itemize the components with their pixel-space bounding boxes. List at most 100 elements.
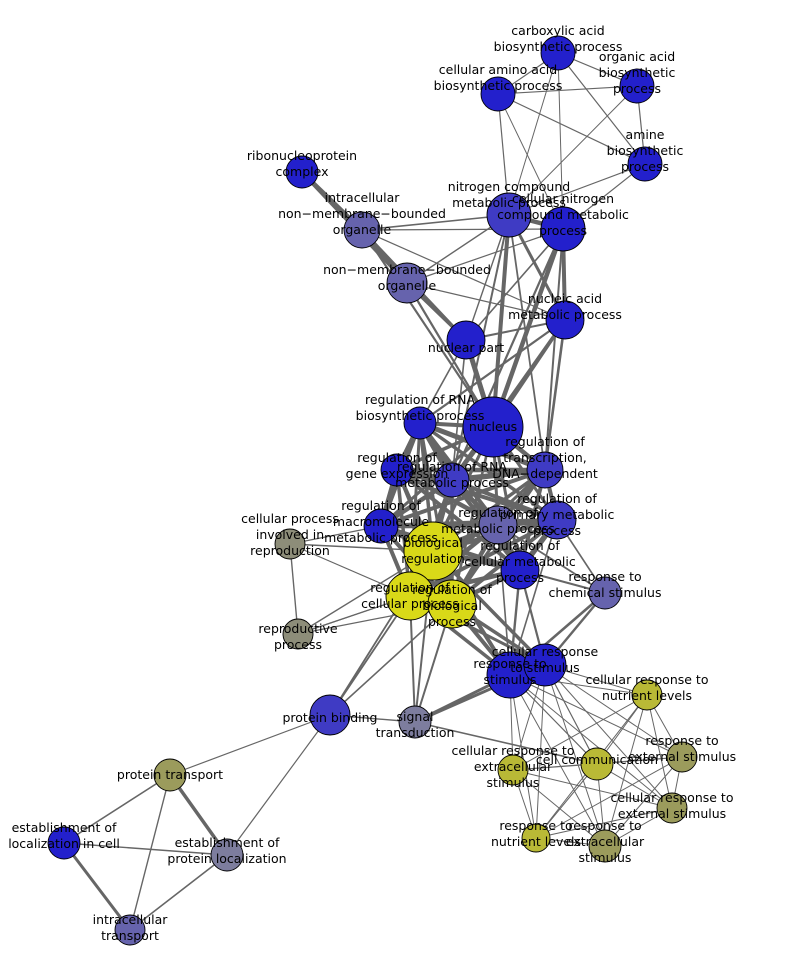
graph-edge [543, 318, 567, 472]
graph-node[interactable]: cellular amino acid biosynthetic process [480, 76, 516, 112]
graph-edge [497, 93, 646, 165]
node-label: amine biosynthetic process [607, 127, 684, 174]
node-label: reproductive process [258, 621, 338, 652]
graph-node[interactable]: response to chemical stimulus [588, 576, 622, 610]
graph-edge [509, 674, 537, 839]
graph-node[interactable]: amine biosynthetic process [627, 146, 663, 182]
graph-node[interactable]: biological regulation [403, 521, 463, 581]
graph-node[interactable]: cell communication [580, 747, 614, 781]
node-label: cellular process involved in reproduction [241, 511, 339, 558]
node-label: signal transduction [376, 709, 455, 740]
graph-edge [509, 674, 606, 847]
graph-node[interactable]: ribonucleoprotein complex [285, 155, 319, 189]
graph-node[interactable]: response to extracellular stimulus [588, 829, 622, 863]
graph-edge [226, 714, 331, 856]
graph-edge [361, 228, 564, 231]
graph-node[interactable]: nucleic acid metabolic process [545, 300, 585, 340]
graph-node[interactable]: cellular process involved in reproductio… [274, 528, 306, 560]
graph-node[interactable]: protein binding [309, 694, 351, 736]
graph-node[interactable]: regulation of macromolecule metabolic pr… [363, 508, 399, 544]
graph-edge [497, 524, 511, 676]
graph-edge [508, 52, 559, 216]
node-label: response to nutrient levels [491, 818, 581, 849]
graph-node[interactable]: signal transduction [398, 705, 432, 739]
node-label: non−membrane−bounded organelle [323, 262, 491, 293]
graph-node[interactable]: regulation of biological process [427, 579, 477, 629]
graph-node[interactable]: cellular response to nutrient levels [631, 679, 663, 711]
graph-edge [512, 769, 606, 847]
node-label: intracellular non−membrane−bounded organel… [278, 190, 446, 237]
graph-node[interactable]: non−membrane−bounded organelle [386, 262, 428, 304]
graph-node[interactable]: cellular response to stimulus [523, 643, 567, 687]
node-label: nucleus [469, 419, 517, 434]
graph-node[interactable]: carboxylic acid biosynthetic process [540, 35, 576, 71]
graph-edge [508, 214, 546, 471]
graph-node[interactable]: establishment of protein localization [210, 838, 244, 872]
graph-edge [646, 694, 673, 809]
node-label: biological regulation [401, 535, 465, 566]
graph-node[interactable]: regulation of RNA biosynthetic process [403, 406, 437, 440]
graph-edge [63, 774, 171, 844]
graph-node[interactable]: cellular response to extracellular stimu… [497, 754, 529, 786]
node-label: response to stimulus [473, 656, 546, 687]
graph-edge [414, 721, 598, 765]
graph-node[interactable]: reproductive process [282, 618, 314, 650]
graph-node[interactable]: organic acid biosynthetic process [619, 68, 655, 104]
graph-node[interactable]: regulation of metabolic process [478, 505, 518, 545]
node-label: cellular response to nutrient levels [586, 672, 709, 703]
node-label: protein transport [117, 767, 223, 782]
graph-node[interactable]: intracellular non−membrane−bounded organ… [343, 211, 381, 249]
graph-edge [406, 228, 564, 284]
graph-edge [62, 841, 132, 932]
graph-edge [129, 854, 228, 931]
node-label: intracellular transport [93, 912, 169, 943]
node-label: regulation of RNA biosynthetic process [356, 392, 485, 423]
graph-edge [497, 85, 638, 95]
graph-edge [329, 603, 453, 716]
graph-node[interactable]: nuclear part [446, 320, 486, 360]
graph-node[interactable]: intracellular transport [114, 914, 146, 946]
graph-edge [360, 228, 495, 429]
graph-node[interactable]: establishment of localization in cell [47, 826, 81, 860]
graph-edge [406, 282, 566, 321]
graph-node[interactable]: regulation of primary metabolic process [537, 500, 577, 540]
graph-node[interactable]: regulation of RNA metabolic process [434, 462, 470, 498]
node-label: response to extracellular stimulus [566, 818, 645, 865]
graph-node[interactable]: nitrogen compound metabolic process [486, 192, 532, 238]
graph-edge [497, 93, 564, 230]
graph-edge [512, 769, 673, 809]
graph-edge [535, 756, 683, 839]
node-label: regulation of cellular process [361, 580, 459, 611]
graph-node[interactable]: response to external stimulus [666, 741, 698, 773]
graph-edge [544, 664, 606, 847]
node-label: regulation of macromolecule metabolic proc… [324, 498, 438, 545]
node-label: ribonucleoprotein complex [247, 148, 357, 179]
graph-edge [544, 664, 683, 758]
graph-node[interactable]: protein transport [153, 758, 187, 792]
graph-edge [512, 694, 648, 771]
graph-edge [129, 774, 171, 931]
graph-node[interactable]: regulation of gene expression [380, 453, 414, 487]
node-label: nuclear part [428, 340, 504, 355]
graph-node[interactable]: nucleus [462, 396, 524, 458]
graph-edge [395, 468, 559, 522]
node-label: cellular response to external stimulus [611, 790, 734, 821]
node-label: cellular amino acid biosynthetic process [434, 62, 563, 93]
node-label: regulation of cellular metabolic process [464, 538, 576, 585]
graph-edge [361, 229, 566, 321]
graph-node[interactable]: response to nutrient levels [521, 823, 551, 853]
graph-edge [557, 52, 564, 230]
graph-edge [418, 318, 567, 425]
graph-node[interactable]: cellular response to external stimulus [656, 792, 688, 824]
graph-edge [63, 842, 228, 856]
graph-node[interactable]: regulation of transcription, DNA−depende… [526, 451, 564, 489]
graph-edge [535, 807, 673, 839]
nodes-layer: carboxylic acid biosynthetic process orga… [47, 35, 698, 946]
graph-edge [508, 163, 646, 216]
node-label: protein binding [282, 710, 377, 725]
node-label: carboxylic acid biosynthetic process [494, 23, 623, 54]
graph-node[interactable]: regulation of cellular metabolic process [500, 550, 540, 590]
graph-node[interactable]: cellular nitrogen compound metabolic pro… [540, 206, 586, 252]
node-label: cellular response to extracellular stimulu… [452, 743, 575, 790]
